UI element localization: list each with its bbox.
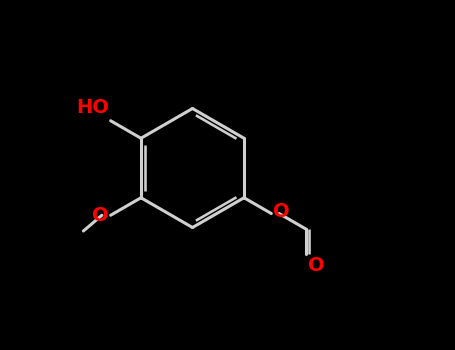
Text: O: O: [92, 206, 109, 225]
Text: O: O: [273, 202, 290, 221]
Text: O: O: [308, 256, 325, 274]
Text: HO: HO: [76, 98, 109, 117]
